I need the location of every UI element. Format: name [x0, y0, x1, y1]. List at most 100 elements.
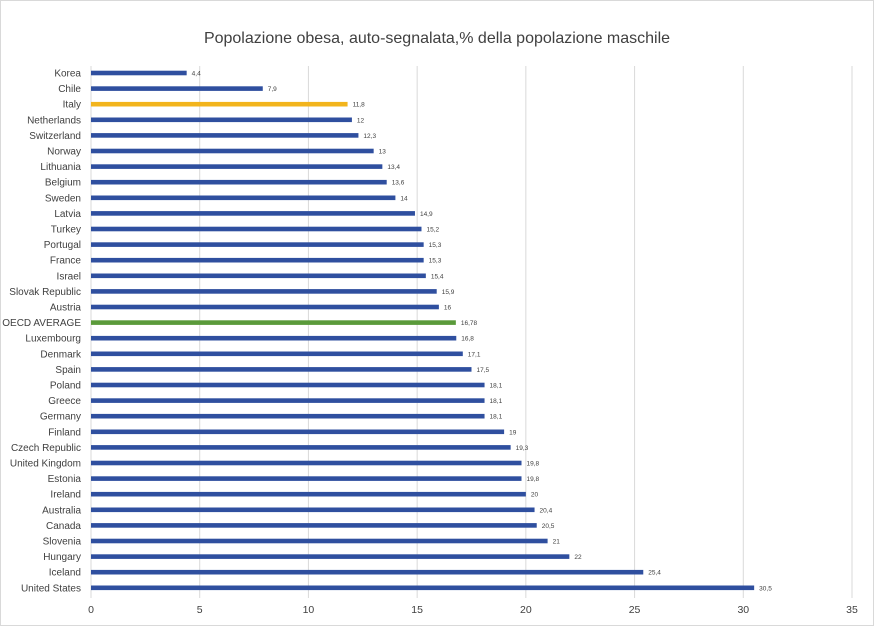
- bar: [91, 585, 755, 591]
- bar: [91, 133, 359, 138]
- bar: [91, 117, 352, 123]
- bar: [91, 257, 424, 263]
- data-label: 16,78: [461, 320, 478, 327]
- category-label: Norway: [47, 147, 81, 158]
- bar: [91, 226, 422, 232]
- chart-title: Popolazione obesa, auto-segnalata,% dell…: [203, 30, 671, 47]
- bar: [91, 335, 457, 341]
- data-label: 18,1: [490, 398, 503, 405]
- data-label: 12: [357, 117, 365, 124]
- bar: [91, 148, 374, 154]
- data-label: 13,4: [387, 164, 400, 171]
- x-tick-label: 5: [197, 604, 203, 616]
- category-label: Greece: [48, 396, 81, 407]
- category-label: Germany: [40, 412, 81, 423]
- data-label: 20,4: [540, 507, 553, 514]
- bar: [91, 476, 522, 481]
- bar: [91, 398, 485, 403]
- x-tick-label: 15: [411, 604, 423, 616]
- bar: [91, 164, 383, 169]
- bar: [91, 320, 456, 325]
- bar: [91, 382, 485, 388]
- category-label: Netherlands: [27, 115, 81, 126]
- category-label: Israel: [57, 271, 81, 282]
- x-tick-label: 30: [737, 604, 749, 616]
- bar: [91, 507, 535, 513]
- bar: [91, 242, 424, 247]
- category-label: Poland: [50, 381, 81, 392]
- data-label: 15,9: [442, 289, 455, 296]
- x-axis-ticks: 0 5 10 15 20 25 30 35: [88, 604, 858, 616]
- value-labels: 4,4 7,9 11,8 12 12,3 13 13,4 13,6 14 14,9 15,2 15,3…: [192, 71, 773, 593]
- bar: [91, 538, 548, 544]
- category-label: Luxembourg: [25, 334, 81, 345]
- bar: [91, 429, 505, 435]
- data-label: 19,8: [527, 461, 540, 468]
- bar: [91, 179, 387, 185]
- data-label: 11,8: [353, 102, 366, 109]
- data-label: 4,4: [192, 71, 201, 78]
- category-label: United Kingdom: [10, 459, 81, 470]
- category-label: Sweden: [45, 193, 81, 204]
- bar: [91, 523, 537, 528]
- data-label: 15,4: [431, 273, 444, 280]
- category-label: Czech Republic: [11, 443, 81, 454]
- category-label: OECD AVERAGE: [2, 318, 81, 329]
- data-label: 19,3: [516, 445, 529, 452]
- category-label: Korea: [54, 69, 81, 80]
- data-label: 13: [379, 149, 387, 156]
- bars: [91, 70, 755, 591]
- bar: [91, 195, 396, 201]
- bar: [91, 367, 472, 372]
- gridlines: [90, 66, 853, 598]
- bar: [91, 413, 485, 419]
- data-label: 21: [553, 539, 561, 546]
- data-label: 16,8: [461, 336, 474, 343]
- data-label: 14,9: [420, 211, 433, 218]
- data-label: 12,3: [363, 133, 376, 140]
- category-label: Iceland: [49, 568, 81, 579]
- data-label: 15,2: [426, 227, 439, 234]
- bar: [91, 460, 522, 466]
- category-label: Estonia: [48, 474, 82, 485]
- data-label: 15,3: [429, 242, 442, 249]
- data-label: 17,1: [468, 351, 481, 358]
- bar: [91, 569, 644, 575]
- category-label: Italy: [63, 100, 81, 111]
- bar: [91, 289, 437, 294]
- category-label: Austria: [50, 303, 82, 314]
- x-tick-label: 20: [520, 604, 532, 616]
- bar: [91, 101, 348, 107]
- category-label: France: [50, 256, 82, 267]
- bar: [91, 273, 426, 279]
- data-label: 19: [509, 429, 517, 436]
- category-label: Chile: [58, 84, 81, 95]
- category-label: Finland: [48, 427, 81, 438]
- data-label: 7,9: [268, 86, 277, 93]
- category-label: Slovak Republic: [9, 287, 81, 298]
- data-label: 13,6: [392, 180, 405, 187]
- bar: [91, 351, 463, 357]
- bar: [91, 211, 415, 216]
- category-label: Slovenia: [43, 537, 82, 548]
- data-label: 20: [531, 492, 539, 499]
- category-label: Ireland: [50, 490, 81, 501]
- category-label: Hungary: [43, 552, 81, 563]
- category-label: Denmark: [40, 349, 82, 360]
- category-label: Lithuania: [40, 162, 81, 173]
- data-label: 20,5: [542, 523, 555, 530]
- data-label: 18,1: [490, 383, 503, 390]
- data-label: 18,1: [490, 414, 503, 421]
- data-label: 15,3: [429, 258, 442, 265]
- data-label: 17,5: [477, 367, 490, 374]
- data-label: 14: [400, 195, 408, 202]
- category-label: Spain: [55, 365, 81, 376]
- bar: [91, 445, 511, 450]
- category-label: Latvia: [54, 209, 81, 220]
- category-label: Canada: [46, 521, 81, 532]
- x-tick-label: 35: [846, 604, 858, 616]
- category-label: Turkey: [51, 225, 81, 236]
- data-label: 16: [444, 305, 452, 312]
- bar: [91, 70, 187, 76]
